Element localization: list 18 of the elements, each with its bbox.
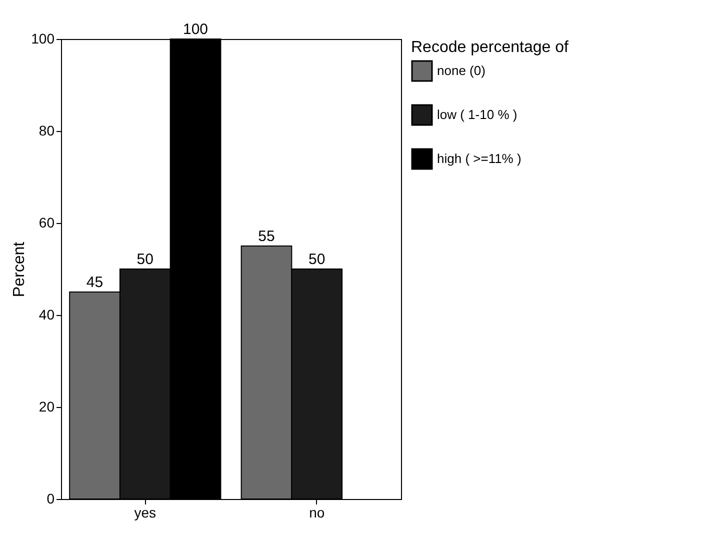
legend-label: low ( 1-10 % ) (437, 107, 518, 122)
x-tick-label: no (309, 504, 325, 520)
data-label: 50 (308, 251, 326, 268)
y-tick-label: 20 (38, 398, 55, 414)
data-label: 55 (258, 228, 275, 245)
x-tick-label: yes (134, 504, 156, 520)
y-tick-label: 80 (38, 122, 55, 138)
y-tick-label: 60 (38, 214, 55, 230)
y-axis-title: Percent (11, 241, 28, 298)
data-label: 50 (136, 251, 154, 268)
data-label: 45 (86, 274, 104, 291)
legend-title: Recode percentage of (411, 39, 569, 56)
legend-label: high ( >=11% ) (437, 151, 522, 166)
y-tick-label: 0 (46, 490, 55, 506)
y-tick-label: 40 (38, 306, 55, 322)
legend-label: none (0) (437, 63, 486, 78)
y-tick-label: 100 (31, 30, 55, 46)
data-label: 100 (182, 21, 208, 38)
